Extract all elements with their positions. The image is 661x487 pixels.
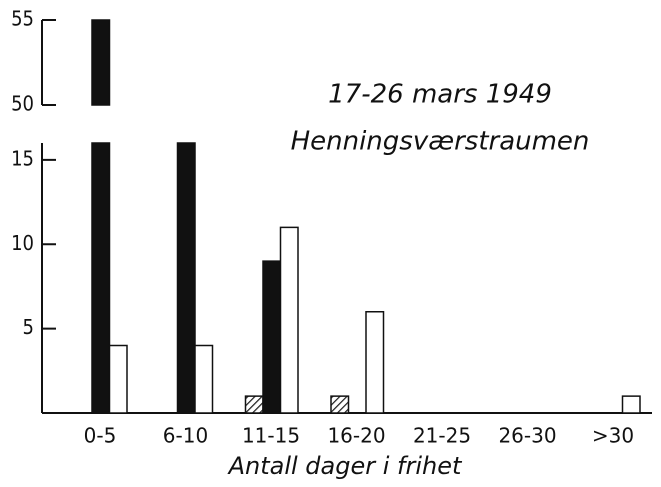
bar bbox=[91, 142, 111, 414]
x-tick-label: >30 bbox=[592, 424, 634, 448]
x-tick-label: 21-25 bbox=[413, 424, 471, 448]
y-tick-label: 50 bbox=[11, 92, 34, 116]
y-tick-label: 15 bbox=[11, 146, 34, 170]
x-tick-label: 16-20 bbox=[327, 424, 385, 448]
y-tick-label: 5 bbox=[23, 315, 34, 339]
x-tick-label: 6-10 bbox=[163, 424, 208, 448]
y-tick-label: 55 bbox=[11, 7, 34, 31]
y-tick-label: 10 bbox=[11, 231, 34, 255]
bar bbox=[194, 344, 214, 414]
bar bbox=[176, 142, 196, 414]
x-tick-label: 0-5 bbox=[84, 424, 117, 448]
x-tick-label: 26-30 bbox=[498, 424, 556, 448]
bar bbox=[330, 395, 350, 414]
bar bbox=[621, 395, 641, 414]
bar bbox=[244, 395, 264, 414]
x-axis-label: Antall dager i frihet bbox=[227, 452, 463, 480]
annotation: Henningsværstraumen bbox=[291, 127, 590, 157]
bar-upper bbox=[91, 19, 111, 106]
bar bbox=[262, 260, 282, 414]
bar bbox=[108, 344, 128, 414]
x-tick-label: 11-15 bbox=[242, 424, 300, 448]
bar bbox=[365, 311, 385, 414]
annotation: 17-26 mars 1949 bbox=[328, 80, 552, 110]
bar bbox=[279, 226, 299, 414]
